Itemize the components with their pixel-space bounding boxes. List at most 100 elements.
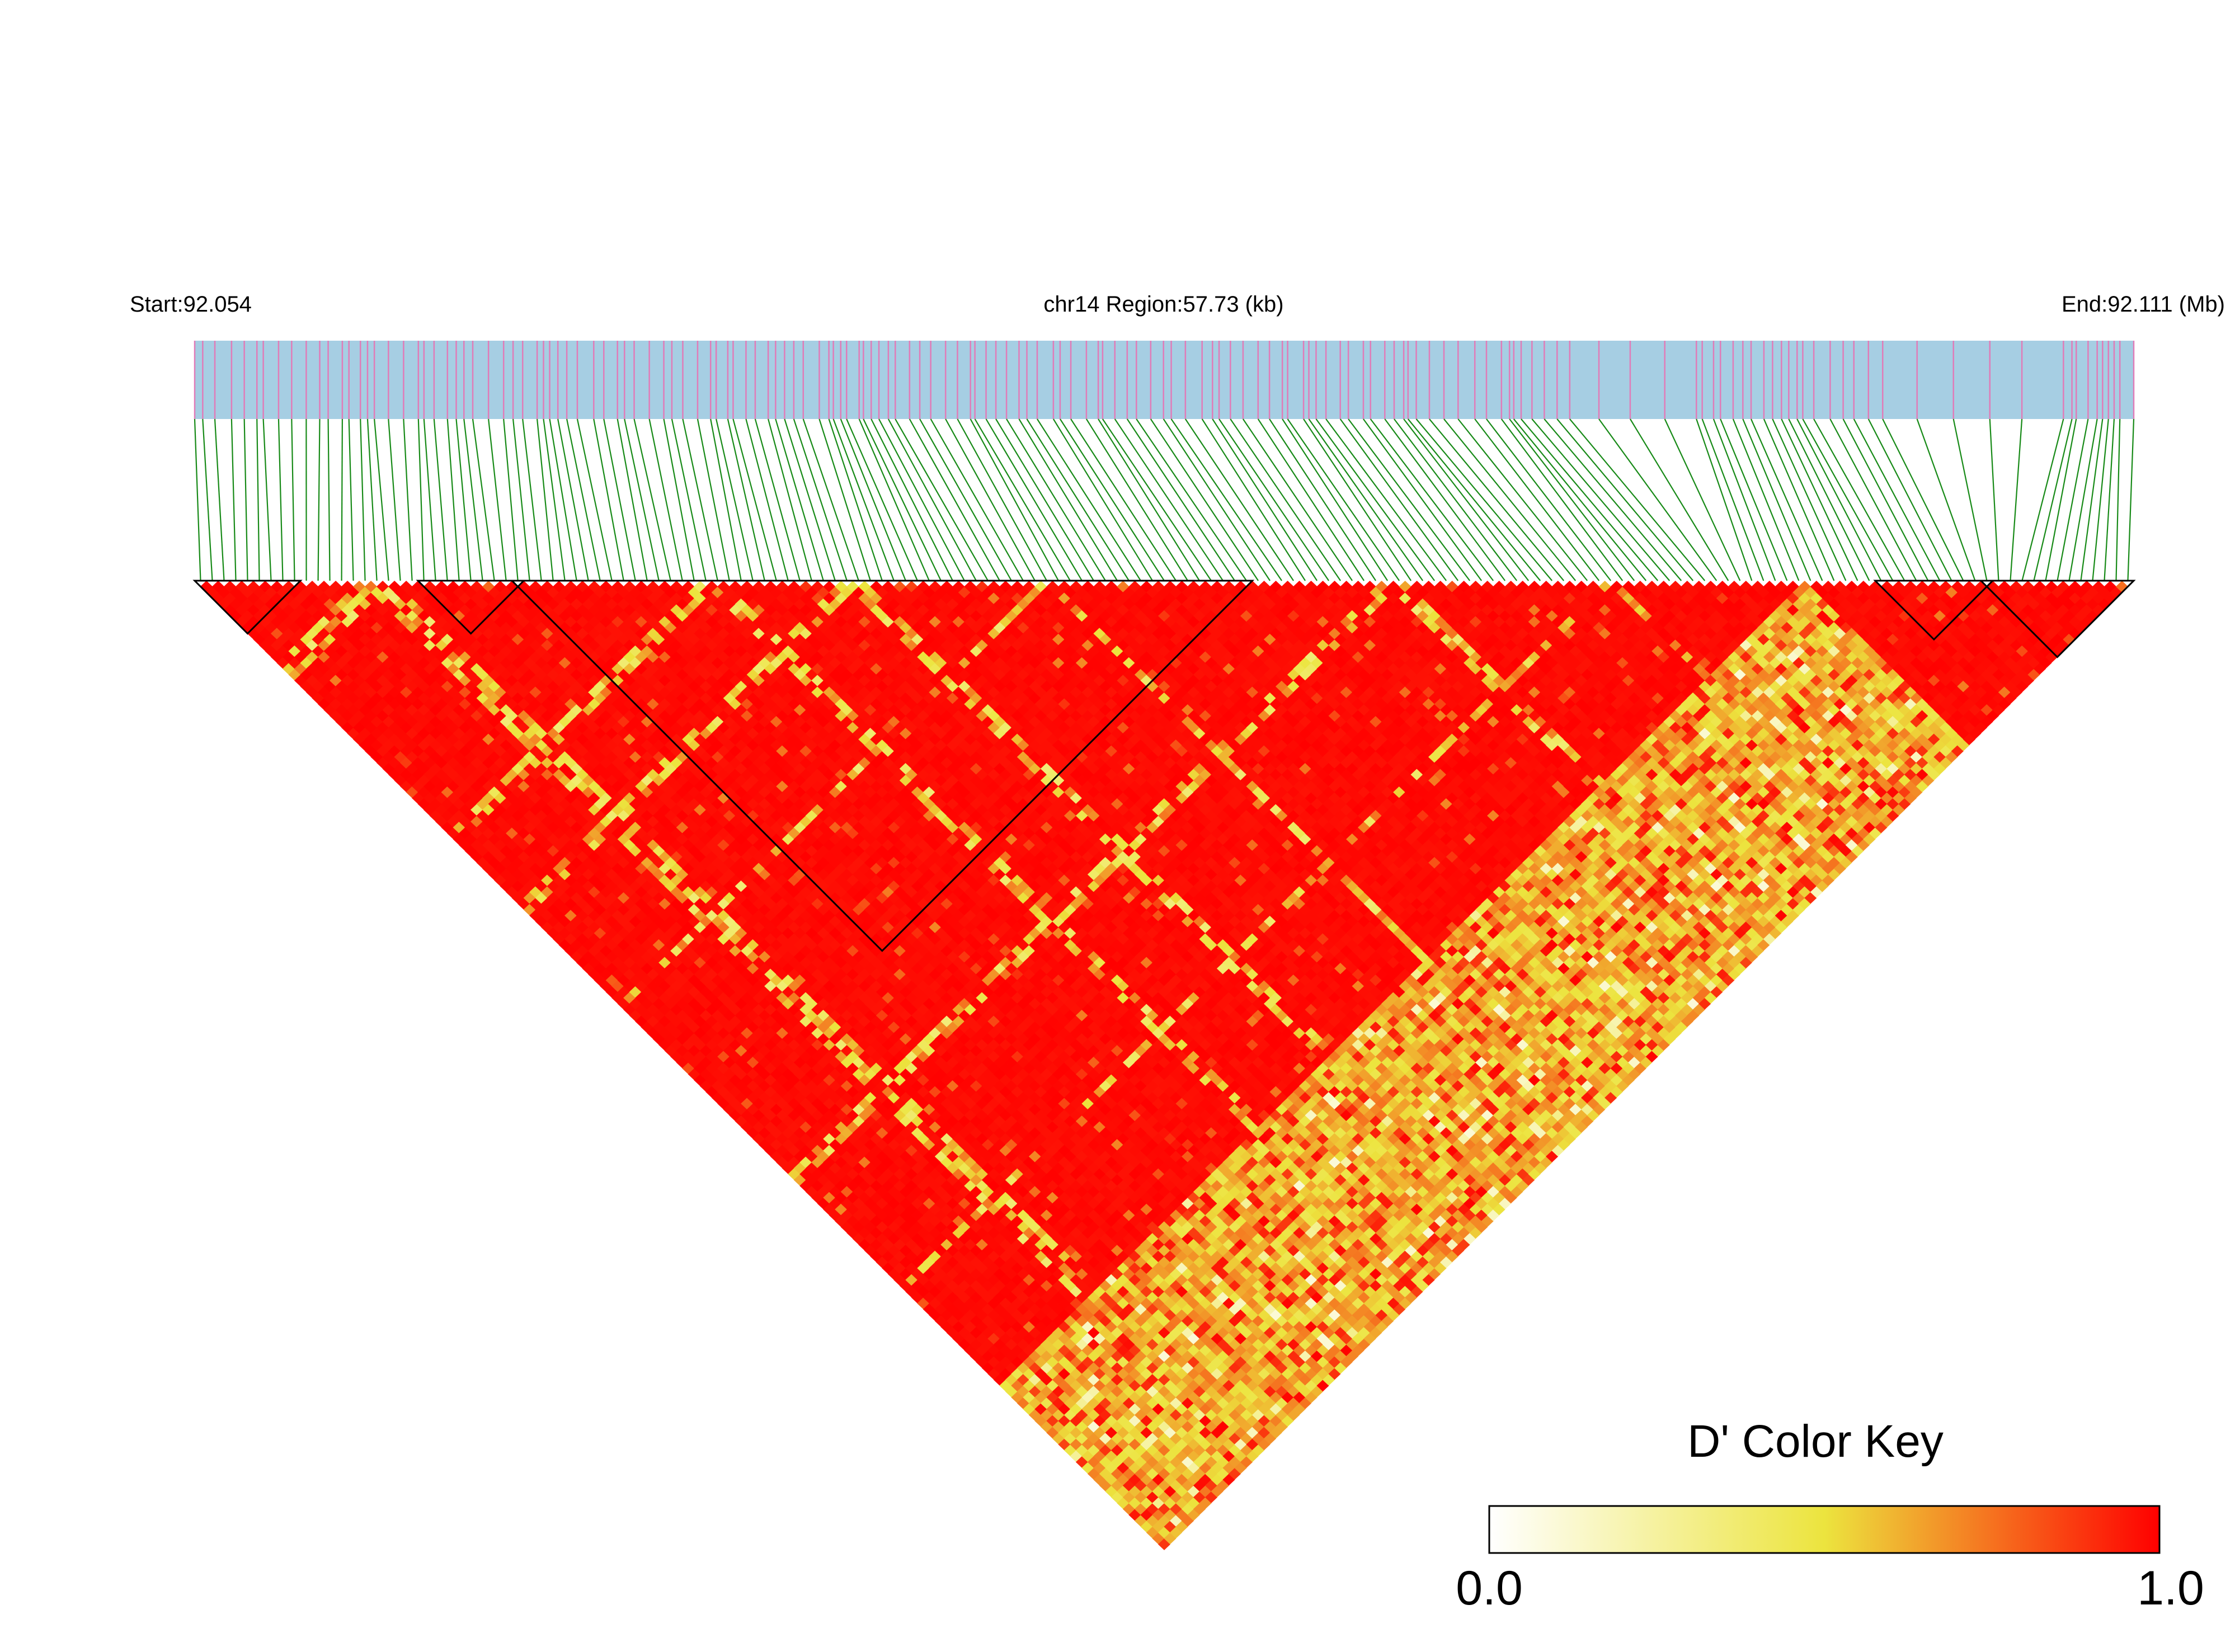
ld-cell <box>641 1009 653 1022</box>
ld-cell <box>459 839 472 851</box>
snp-connector <box>1384 418 1506 581</box>
ld-cell <box>453 739 465 751</box>
ld-cell <box>770 1138 783 1151</box>
ld-cell <box>441 739 454 751</box>
ld-cell <box>500 880 512 892</box>
snp-connector <box>710 418 742 581</box>
ld-cell <box>441 798 454 810</box>
ld-cell <box>341 710 354 722</box>
ld-cell <box>741 1051 754 1063</box>
ld-cell <box>335 669 348 681</box>
ld-cell <box>482 839 495 851</box>
ld-cell <box>541 839 554 851</box>
ld-cell <box>270 639 284 652</box>
snp-connector <box>1026 418 1130 581</box>
snp-connector <box>1287 418 1400 581</box>
ld-cell <box>782 1068 794 1080</box>
ld-cell <box>741 1027 754 1039</box>
ld-cell <box>535 880 548 892</box>
snp-connector <box>818 418 871 581</box>
snp-connector <box>1170 418 1282 581</box>
snp-connector <box>327 418 331 581</box>
ld-cell <box>729 1051 742 1063</box>
snp-connector <box>1569 418 1706 581</box>
snp-connector <box>1544 418 1682 581</box>
snp-connector <box>366 418 378 581</box>
snp-connector <box>488 418 507 581</box>
ld-cell <box>459 769 472 781</box>
ld-cell <box>723 1068 736 1080</box>
ld-cell <box>652 939 665 951</box>
ld-cell <box>341 639 354 652</box>
ld-cell <box>312 610 324 622</box>
ld-cell <box>394 739 407 751</box>
snp-connector <box>1218 418 1329 581</box>
ld-cell <box>558 939 571 951</box>
ld-cell <box>611 980 624 992</box>
ld-cell <box>400 710 413 722</box>
ld-cell <box>611 910 624 922</box>
ld-cell <box>417 798 430 810</box>
ld-cell <box>594 880 606 892</box>
ld-cell <box>582 880 595 892</box>
ld-cell <box>388 769 401 781</box>
ld-heatmap-cells <box>200 581 2129 1550</box>
ld-cell <box>364 663 378 675</box>
ld-cell <box>535 868 548 881</box>
snp-connector <box>732 418 777 581</box>
ld-cell <box>441 751 454 763</box>
ld-cell <box>629 1009 642 1022</box>
ld-cell <box>682 980 695 992</box>
ld-cell <box>1187 1509 1200 1521</box>
snp-connector <box>348 418 354 581</box>
snp-connector <box>423 418 436 581</box>
snp-connector <box>793 418 848 581</box>
ld-cell <box>617 950 630 963</box>
ld-cell <box>500 868 512 881</box>
snp-connector <box>1989 418 1999 581</box>
ld-cell <box>641 950 653 963</box>
ld-cell <box>352 698 366 710</box>
snp-connector <box>1098 418 1200 581</box>
ld-cell <box>605 939 618 951</box>
snp-connector <box>1500 418 1624 581</box>
snp-connector <box>1085 418 1188 581</box>
ld-cell <box>711 1080 724 1092</box>
ld-cell <box>200 581 213 593</box>
ld-cell <box>723 1080 736 1092</box>
ld-cell <box>370 669 383 681</box>
ld-cell <box>312 669 324 681</box>
ld-cell <box>840 1174 853 1186</box>
snp-connector <box>1403 418 1530 581</box>
snp-connector <box>537 418 554 581</box>
snp-connector <box>202 418 213 581</box>
snp-connector <box>1407 418 1541 581</box>
ld-cell <box>752 1039 765 1051</box>
ld-cell <box>312 680 324 693</box>
snp-connector <box>1242 418 1353 581</box>
region-start-label: Start:92.054 <box>130 292 252 317</box>
snp-connector <box>1443 418 1577 581</box>
ld-cell <box>529 910 542 922</box>
ld-cell <box>840 1209 853 1221</box>
ld-cell <box>329 710 342 722</box>
ld-cell <box>840 1221 853 1233</box>
ld-cell <box>758 1080 771 1092</box>
ld-cell <box>412 698 425 710</box>
ld-cell <box>464 786 477 798</box>
ld-cell <box>424 769 436 781</box>
snp-connector <box>1126 418 1235 581</box>
ld-cell <box>223 581 237 593</box>
region-size-label: chr14 Region:57.73 (kb) <box>1043 292 1284 317</box>
snp-connector <box>970 418 1059 581</box>
ld-cell <box>382 739 395 751</box>
snp-connector <box>1829 418 1917 581</box>
ld-cell <box>564 910 577 922</box>
ld-cell <box>282 651 295 663</box>
ld-cell <box>376 698 389 710</box>
snp-connector <box>1781 418 1858 581</box>
ld-cell <box>270 651 284 663</box>
ld-cell <box>711 1009 724 1022</box>
ld-cell <box>400 698 413 710</box>
ld-cell <box>647 968 660 981</box>
